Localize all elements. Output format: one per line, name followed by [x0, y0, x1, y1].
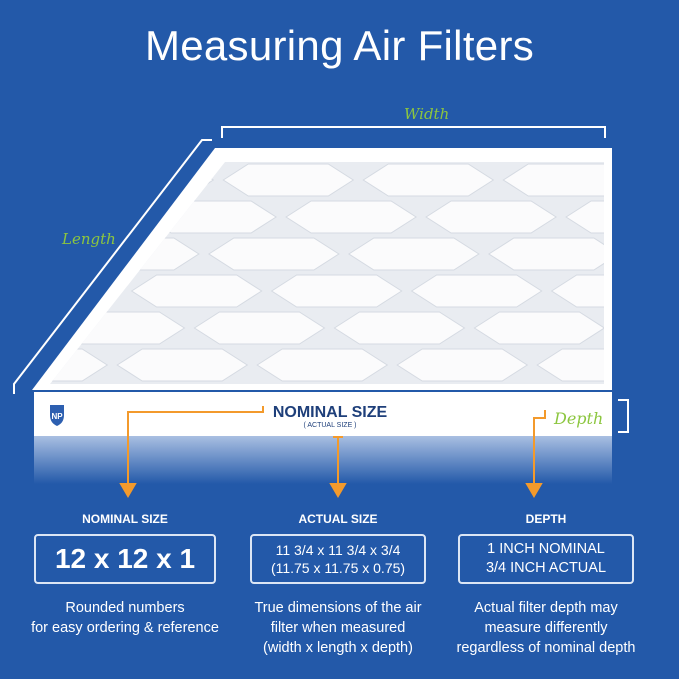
actual-size-box: 11 3/4 x 11 3/4 x 3/4 (11.75 x 11.75 x 0.… — [250, 534, 426, 584]
column-heading: ACTUAL SIZE — [298, 512, 378, 526]
pleat-cell — [256, 348, 389, 382]
pleat-cell — [614, 312, 679, 344]
actual-size-label: ( ACTUAL SIZE ) — [303, 422, 357, 429]
actual-size-decimal: (11.75 x 11.75 x 0.75) — [270, 560, 406, 576]
depth-column: DEPTH 1 INCH NOMINAL 3/4 INCH ACTUAL Actu… — [446, 512, 646, 658]
pleat-cell — [130, 274, 263, 308]
nominal-size-value: 12 x 12 x 1 — [54, 543, 196, 574]
pleat-cell — [629, 238, 679, 270]
pleat-cell — [50, 163, 75, 197]
filter-front-face — [34, 392, 612, 436]
depth-nominal: 1 INCH NOMINAL — [487, 541, 605, 557]
width-dimension-line — [221, 126, 606, 138]
pleat-cell — [410, 274, 543, 308]
desc-line: for easy ordering & reference — [31, 620, 219, 636]
pleat-cell — [285, 200, 418, 234]
pleat-cell — [50, 237, 60, 271]
pleat-cell — [362, 163, 495, 197]
page-title: Measuring Air Filters — [144, 22, 535, 69]
desc-line: Rounded numbers — [65, 600, 185, 616]
actual-size-fraction: 11 3/4 x 11 3/4 x 3/4 — [275, 542, 401, 558]
depth-actual: 3/4 INCH ACTUAL — [485, 560, 607, 576]
svg-text:NP: NP — [51, 412, 63, 421]
actual-size-column: ACTUAL SIZE 11 3/4 x 11 3/4 x 3/4 (11.75 … — [238, 512, 438, 658]
pleat-cell — [396, 348, 529, 382]
nominal-size-label: NOMINAL SIZE — [272, 404, 388, 421]
pleat-cell — [565, 200, 604, 234]
desc-line: Actual filter depth may — [474, 600, 618, 616]
pleat-cell — [222, 163, 355, 197]
filter-reflection — [34, 436, 612, 484]
length-label: Length — [62, 230, 116, 248]
pleat-cell — [502, 163, 604, 197]
filter-pleats — [0, 162, 679, 384]
nominal-size-column: NOMINAL SIZE 12 x 12 x 1 Rounded numbers… — [25, 512, 225, 638]
pleat-cell — [536, 348, 604, 382]
depth-label: Depth — [554, 409, 604, 428]
pleat-cell — [50, 200, 138, 234]
pleat-cell — [643, 164, 679, 196]
width-label: Width — [404, 105, 450, 123]
pleat-cell — [550, 274, 604, 308]
desc-line: True dimensions of the air — [254, 600, 422, 616]
pleat-cell — [270, 274, 403, 308]
depth-box: 1 INCH NOMINAL 3/4 INCH ACTUAL — [458, 534, 634, 584]
column-heading: DEPTH — [525, 512, 567, 526]
pleat-cell — [347, 237, 480, 271]
depth-dimension-line — [618, 399, 629, 433]
desc-line: regardless of nominal depth — [456, 640, 636, 656]
desc-line: filter when measured — [270, 620, 406, 636]
pleat-cell — [116, 348, 249, 382]
pleat-cell — [473, 311, 604, 345]
pleat-cell — [425, 200, 558, 234]
column-heading: NOMINAL SIZE — [82, 512, 168, 526]
nominal-size-box: 12 x 12 x 1 — [34, 534, 216, 584]
pleat-cell — [193, 311, 326, 345]
desc-line: (width x length x depth) — [263, 640, 413, 656]
orange-arrows — [119, 406, 546, 498]
desc-line: measure differently — [484, 620, 608, 636]
pleat-cell — [0, 312, 44, 344]
pleat-cell — [487, 237, 604, 271]
np-logo: NP — [50, 405, 64, 426]
length-dimension-line — [13, 139, 212, 394]
pleat-cell — [333, 311, 466, 345]
pleat-cell — [207, 237, 340, 271]
pleat-cell — [50, 348, 109, 382]
